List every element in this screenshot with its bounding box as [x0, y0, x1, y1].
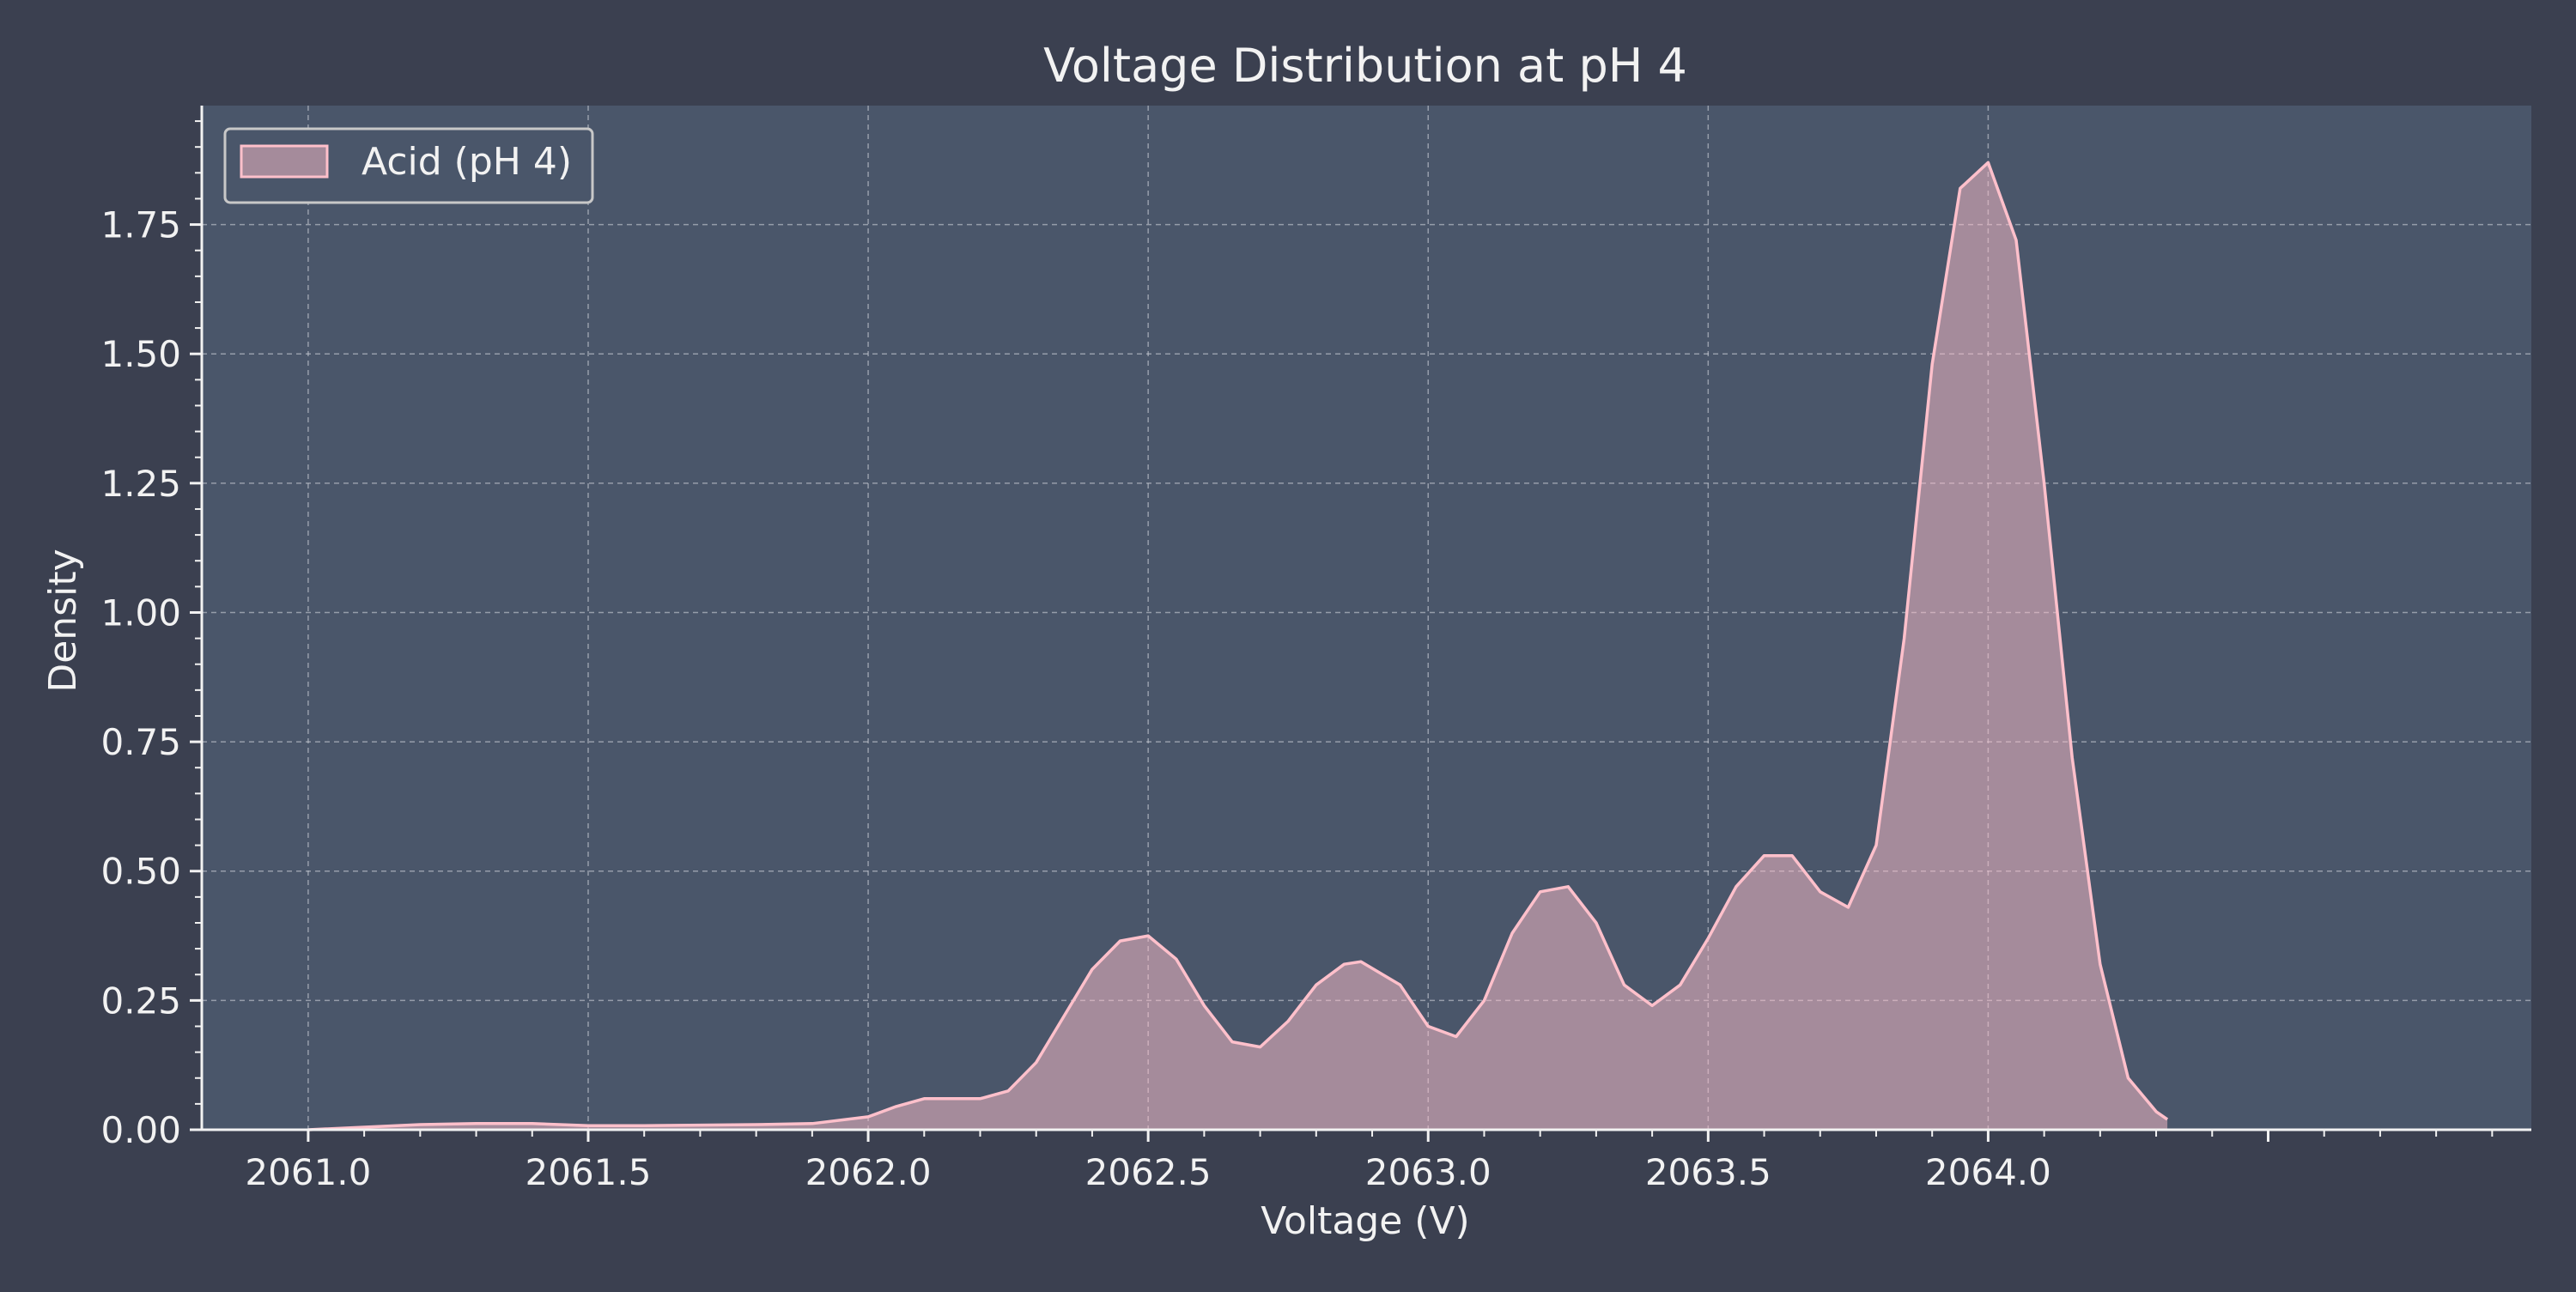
legend: Acid (pH 4): [223, 127, 594, 204]
y-tick-label: 1.75: [100, 204, 181, 246]
x-tick-label: 2064.0: [1925, 1151, 2051, 1193]
x-tick-label: 2061.5: [526, 1151, 652, 1193]
y-axis-label: Density: [41, 549, 85, 692]
chart-title: Voltage Distribution at pH 4: [1043, 39, 1687, 93]
legend-swatch: [240, 144, 329, 179]
y-tick-label: 1.50: [100, 333, 181, 375]
y-tick-label: 1.25: [100, 463, 181, 505]
y-tick-label: 0.50: [100, 851, 181, 893]
tick-labels: 2061.0 2061.5 2062.0 2062.5 2063.0 2063.5 2064…: [100, 204, 2050, 1193]
y-tick-label: 0.25: [100, 980, 181, 1022]
series-line: [307, 161, 2169, 1131]
plot-area-background: [202, 106, 2531, 1130]
y-tick-label: 0.00: [100, 1109, 181, 1151]
series-area-fill: [307, 162, 2168, 1130]
x-tick-label: 2062.5: [1085, 1151, 1212, 1193]
x-axis-label: Voltage (V): [1261, 1199, 1469, 1243]
legend-label: Acid (pH 4): [361, 140, 572, 184]
x-tick-label: 2063.0: [1365, 1151, 1492, 1193]
y-tick-label: 0.75: [100, 721, 181, 763]
x-tick-label: 2061.0: [245, 1151, 371, 1193]
x-tick-label: 2063.5: [1645, 1151, 1771, 1193]
x-tick-label: 2062.0: [805, 1151, 932, 1193]
series-area-layer: [307, 161, 2169, 1131]
y-tick-label: 1.00: [100, 591, 181, 634]
axes: [190, 106, 2531, 1142]
